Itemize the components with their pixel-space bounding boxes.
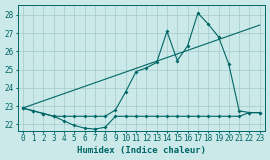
X-axis label: Humidex (Indice chaleur): Humidex (Indice chaleur)	[77, 146, 206, 155]
